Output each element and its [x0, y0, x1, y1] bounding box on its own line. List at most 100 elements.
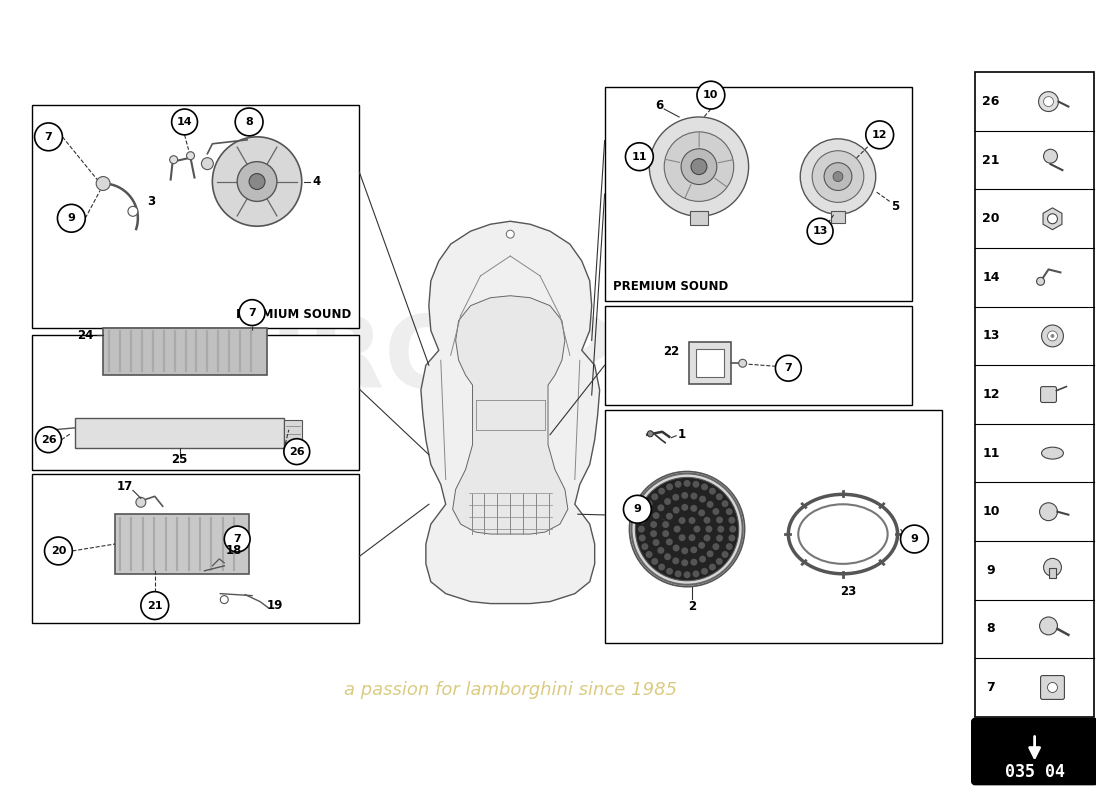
Circle shape — [34, 123, 63, 150]
Circle shape — [649, 117, 749, 216]
Circle shape — [1050, 334, 1055, 338]
FancyBboxPatch shape — [972, 718, 1097, 784]
Circle shape — [901, 525, 928, 553]
Circle shape — [1047, 214, 1057, 224]
Circle shape — [664, 132, 734, 202]
Text: 7: 7 — [987, 681, 996, 694]
Circle shape — [639, 534, 646, 542]
Circle shape — [220, 596, 229, 603]
Circle shape — [739, 359, 747, 367]
Text: 7: 7 — [249, 308, 256, 318]
Text: 3: 3 — [146, 195, 155, 208]
Circle shape — [691, 558, 697, 566]
Circle shape — [658, 504, 664, 511]
Text: 4: 4 — [312, 175, 321, 188]
Text: 8: 8 — [987, 622, 996, 635]
Circle shape — [239, 300, 265, 326]
Polygon shape — [453, 296, 568, 534]
Circle shape — [700, 496, 706, 502]
Circle shape — [136, 498, 146, 507]
FancyBboxPatch shape — [75, 418, 284, 448]
Circle shape — [807, 218, 833, 244]
Circle shape — [249, 174, 265, 190]
Text: 9: 9 — [67, 214, 75, 223]
Circle shape — [664, 498, 671, 505]
Circle shape — [722, 500, 728, 507]
Circle shape — [652, 512, 660, 519]
Circle shape — [506, 230, 515, 238]
Circle shape — [679, 517, 685, 524]
Circle shape — [691, 493, 697, 499]
Circle shape — [187, 152, 195, 160]
Circle shape — [169, 156, 177, 164]
Circle shape — [701, 483, 708, 490]
Circle shape — [1044, 558, 1061, 576]
Text: 7: 7 — [45, 132, 53, 142]
Circle shape — [728, 517, 735, 524]
Circle shape — [683, 571, 691, 578]
Circle shape — [664, 554, 671, 560]
FancyBboxPatch shape — [689, 342, 730, 384]
Circle shape — [726, 543, 733, 550]
Circle shape — [1047, 331, 1057, 341]
Circle shape — [1038, 92, 1058, 111]
Circle shape — [824, 162, 851, 190]
Text: 12: 12 — [872, 130, 888, 140]
Circle shape — [201, 158, 213, 170]
Circle shape — [35, 427, 62, 453]
Text: 21: 21 — [147, 601, 163, 610]
Circle shape — [647, 430, 653, 437]
Text: 9: 9 — [987, 564, 996, 577]
Text: 11: 11 — [982, 446, 1000, 460]
Circle shape — [1047, 682, 1057, 693]
Circle shape — [652, 539, 660, 546]
Circle shape — [672, 558, 679, 564]
Circle shape — [629, 471, 745, 586]
Circle shape — [667, 483, 673, 490]
Circle shape — [641, 543, 648, 550]
Bar — [605, 87, 913, 301]
Circle shape — [646, 551, 652, 558]
Circle shape — [673, 526, 681, 533]
Circle shape — [722, 551, 728, 558]
Bar — [32, 335, 360, 470]
Circle shape — [284, 438, 310, 465]
Circle shape — [141, 592, 168, 619]
Circle shape — [1044, 97, 1054, 106]
FancyBboxPatch shape — [690, 211, 708, 226]
Polygon shape — [421, 222, 600, 603]
Text: a passion for lamborghini since 1985: a passion for lamborghini since 1985 — [343, 681, 676, 699]
Circle shape — [704, 534, 711, 542]
Text: 2: 2 — [688, 600, 696, 613]
Circle shape — [833, 171, 843, 182]
Text: 23: 23 — [839, 585, 856, 598]
Circle shape — [683, 480, 691, 487]
Text: 9: 9 — [634, 504, 641, 514]
Text: PREMIUM SOUND: PREMIUM SOUND — [236, 307, 351, 321]
Text: 14: 14 — [982, 271, 1000, 284]
Circle shape — [693, 570, 700, 578]
Text: 21: 21 — [982, 154, 1000, 166]
Circle shape — [706, 550, 714, 558]
Bar — [975, 72, 1094, 717]
Text: 5: 5 — [891, 200, 900, 213]
Text: 6: 6 — [656, 98, 663, 111]
Circle shape — [713, 543, 719, 550]
Circle shape — [667, 568, 673, 574]
Circle shape — [638, 526, 645, 533]
Text: 26: 26 — [41, 434, 56, 445]
Polygon shape — [1043, 208, 1062, 230]
Circle shape — [624, 495, 651, 523]
Circle shape — [658, 488, 666, 494]
Text: 18: 18 — [226, 545, 242, 558]
Text: 24: 24 — [77, 329, 94, 342]
Text: 19: 19 — [266, 599, 283, 612]
Circle shape — [641, 508, 648, 515]
Circle shape — [666, 538, 673, 546]
Circle shape — [636, 478, 739, 581]
Circle shape — [726, 508, 733, 515]
FancyBboxPatch shape — [1041, 675, 1065, 699]
Circle shape — [96, 177, 110, 190]
Text: PREMIUM SOUND: PREMIUM SOUND — [613, 280, 728, 293]
Circle shape — [658, 547, 664, 554]
